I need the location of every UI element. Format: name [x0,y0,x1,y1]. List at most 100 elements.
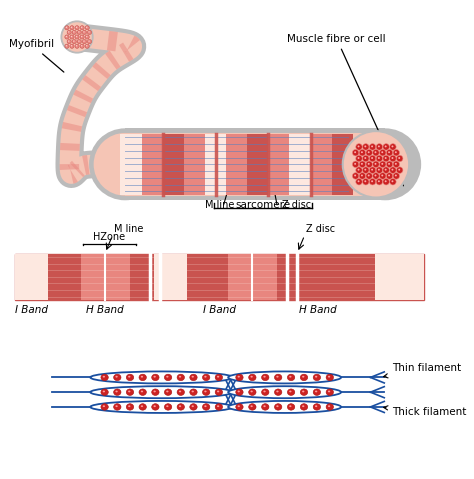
Ellipse shape [139,374,146,381]
Ellipse shape [262,374,269,381]
Ellipse shape [85,26,89,30]
Ellipse shape [315,405,317,407]
Ellipse shape [383,144,389,150]
Ellipse shape [369,179,376,185]
Ellipse shape [77,30,82,34]
Text: M line: M line [114,224,144,233]
Ellipse shape [128,405,130,407]
Ellipse shape [88,40,90,42]
Ellipse shape [81,27,82,28]
Ellipse shape [369,144,376,150]
Ellipse shape [368,151,370,153]
Ellipse shape [262,404,269,410]
Ellipse shape [392,169,393,171]
Bar [290,134,310,195]
Ellipse shape [371,157,373,159]
Ellipse shape [274,374,282,381]
Ellipse shape [80,35,84,39]
Ellipse shape [66,45,67,46]
Ellipse shape [154,390,156,392]
Ellipse shape [191,376,194,377]
Ellipse shape [82,40,86,44]
Ellipse shape [386,173,393,179]
Ellipse shape [154,376,156,377]
Text: M line: M line [205,200,235,210]
Ellipse shape [302,405,304,407]
Ellipse shape [395,174,397,176]
Ellipse shape [359,173,365,179]
Ellipse shape [65,44,69,48]
Ellipse shape [71,45,72,46]
Ellipse shape [274,389,282,396]
Ellipse shape [388,151,390,153]
Bar [205,134,226,195]
Ellipse shape [115,376,118,377]
Ellipse shape [301,389,308,396]
Ellipse shape [395,151,397,153]
Ellipse shape [374,163,376,165]
Ellipse shape [80,44,84,48]
Ellipse shape [354,174,356,176]
Ellipse shape [326,404,334,410]
Bar [375,254,424,300]
Ellipse shape [70,44,74,48]
Ellipse shape [126,374,134,381]
Ellipse shape [87,40,91,44]
Ellipse shape [366,161,373,168]
Ellipse shape [356,167,362,173]
Ellipse shape [376,179,383,185]
Ellipse shape [114,389,121,396]
Ellipse shape [380,149,386,156]
Bar [120,134,142,195]
Ellipse shape [354,151,356,153]
Ellipse shape [276,390,279,392]
Ellipse shape [215,374,223,381]
Ellipse shape [89,128,161,200]
Ellipse shape [67,30,71,34]
Ellipse shape [191,405,194,407]
Ellipse shape [354,163,356,165]
Ellipse shape [76,27,77,28]
Ellipse shape [326,374,334,381]
Ellipse shape [396,155,403,162]
Ellipse shape [101,389,108,396]
Bar [332,134,353,195]
Ellipse shape [262,389,269,396]
Ellipse shape [177,389,184,396]
Ellipse shape [398,157,400,159]
Ellipse shape [395,163,397,165]
Bar [154,254,187,300]
Ellipse shape [392,157,393,159]
Ellipse shape [75,44,79,48]
Ellipse shape [250,390,253,392]
Ellipse shape [381,151,383,153]
Ellipse shape [86,45,87,46]
Ellipse shape [82,30,86,34]
Ellipse shape [91,401,233,413]
Ellipse shape [381,174,383,176]
Ellipse shape [126,389,134,396]
Bar [184,134,205,195]
Ellipse shape [361,163,363,165]
Text: H Band: H Band [86,306,124,316]
Ellipse shape [126,404,134,410]
Ellipse shape [78,31,80,33]
Ellipse shape [73,40,74,42]
Ellipse shape [289,376,292,377]
Ellipse shape [388,174,390,176]
Ellipse shape [328,376,330,377]
Ellipse shape [236,404,243,410]
Bar [125,133,385,196]
Ellipse shape [363,155,369,162]
Ellipse shape [287,389,295,396]
Ellipse shape [237,390,240,392]
Ellipse shape [215,404,223,410]
Ellipse shape [152,404,159,410]
Ellipse shape [373,173,379,179]
Ellipse shape [388,163,390,165]
Ellipse shape [202,404,210,410]
Ellipse shape [66,36,67,37]
Text: Thin filament: Thin filament [383,363,461,378]
Ellipse shape [91,386,233,398]
Ellipse shape [369,167,376,173]
